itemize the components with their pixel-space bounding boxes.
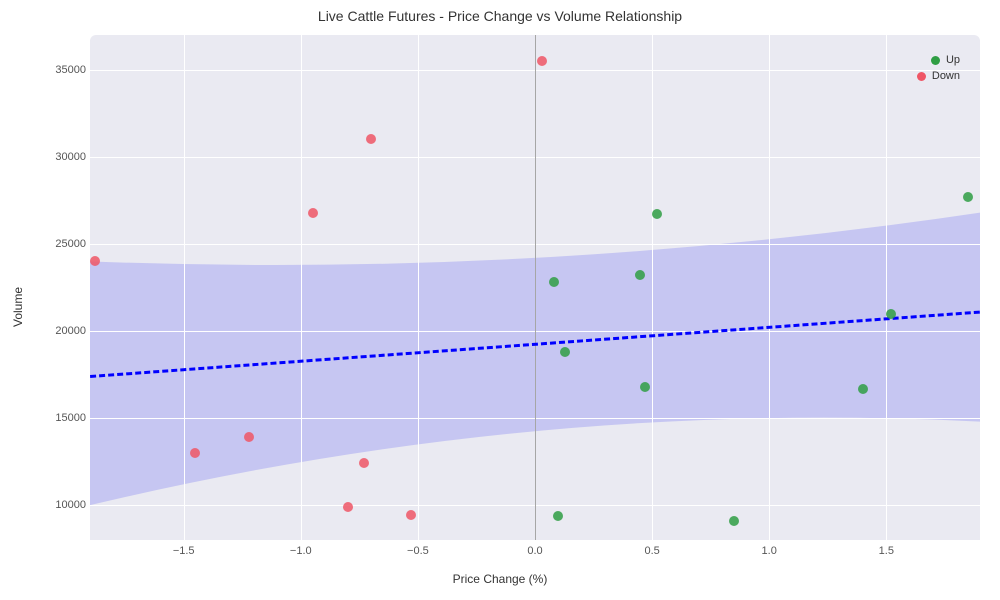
data-point-down	[359, 458, 369, 468]
legend-label: Up	[946, 54, 960, 66]
data-point-up	[652, 209, 662, 219]
x-axis-label: Price Change (%)	[453, 572, 548, 586]
data-point-up	[729, 516, 739, 526]
y-tick: 35000	[55, 64, 86, 76]
x-tick: 1.5	[879, 545, 894, 557]
plot-area	[90, 35, 980, 540]
x-tick: 0.0	[527, 545, 542, 557]
data-point-down	[190, 448, 200, 458]
data-point-down	[366, 134, 376, 144]
x-tick: −0.5	[407, 545, 429, 557]
x-tick: 0.5	[644, 545, 659, 557]
scatter-chart: Live Cattle Futures - Price Change vs Vo…	[0, 0, 1000, 600]
data-point-up	[635, 270, 645, 280]
legend-marker-down	[917, 72, 926, 81]
y-tick: 15000	[55, 412, 86, 424]
y-axis-label: Volume	[11, 287, 25, 327]
data-point-up	[549, 277, 559, 287]
y-tick: 20000	[55, 325, 86, 337]
legend: Up Down	[917, 54, 960, 86]
legend-label: Down	[932, 70, 960, 82]
data-point-down	[308, 208, 318, 218]
data-point-up	[640, 382, 650, 392]
legend-item: Down	[917, 70, 960, 82]
chart-title: Live Cattle Futures - Price Change vs Vo…	[318, 8, 682, 24]
x-tick: 1.0	[762, 545, 777, 557]
grid-line	[418, 35, 419, 540]
grid-line	[886, 35, 887, 540]
data-point-down	[244, 432, 254, 442]
grid-line	[184, 35, 185, 540]
data-point-up	[886, 309, 896, 319]
y-tick: 10000	[55, 499, 86, 511]
data-point-up	[858, 384, 868, 394]
data-point-up	[963, 192, 973, 202]
data-point-up	[560, 347, 570, 357]
data-point-down	[537, 56, 547, 66]
y-tick: 30000	[55, 151, 86, 163]
grid-line	[301, 35, 302, 540]
zero-line	[535, 35, 536, 540]
grid-line	[769, 35, 770, 540]
data-point-down	[90, 256, 100, 266]
data-point-down	[343, 502, 353, 512]
data-point-down	[406, 510, 416, 520]
grid-line	[652, 35, 653, 540]
data-point-up	[553, 511, 563, 521]
x-tick: −1.0	[290, 545, 312, 557]
legend-item: Up	[917, 54, 960, 66]
legend-marker-up	[931, 56, 940, 65]
y-tick: 25000	[55, 238, 86, 250]
x-tick: −1.5	[173, 545, 195, 557]
